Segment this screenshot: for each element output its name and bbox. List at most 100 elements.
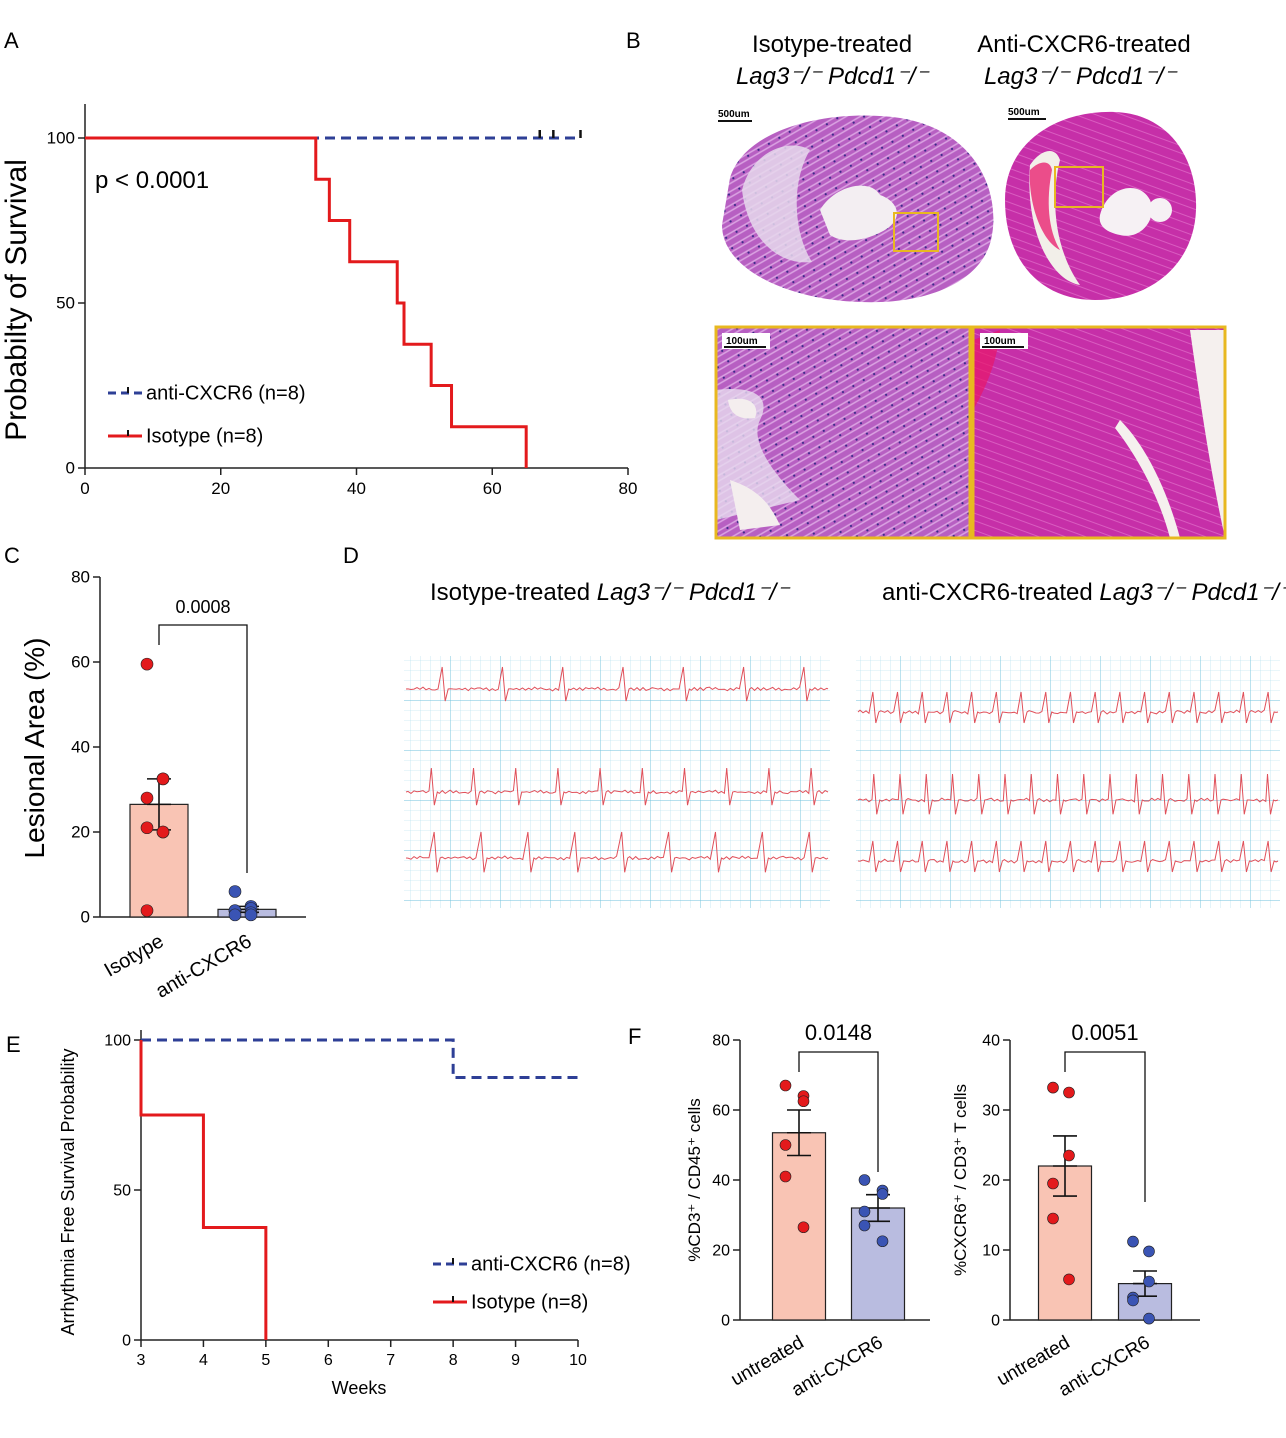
ecg-trace: [857, 773, 1279, 815]
p-value-label: 0.0148: [805, 1020, 872, 1045]
panel-label-f: F: [628, 1024, 641, 1049]
survival-chart: Probabilty of Survival p < 0.0001 0 20 40 6…: [0, 104, 637, 498]
arrhythmia-free-survival-chart: Arrhythmia Free Survival Probability Wee…: [58, 1030, 631, 1398]
isotype-heart-section: [722, 115, 994, 303]
y-tick-label: 60: [712, 1102, 730, 1119]
y-tick-label: 20: [71, 823, 90, 842]
x-tick-label: 9: [511, 1352, 520, 1369]
isotype-zoom-box: [893, 212, 939, 252]
ecg-panel: Isotype-treated Lag3⁻/⁻ Pdcd1⁻/⁻ anti-CX…: [404, 579, 1286, 908]
histo-right-genotype: Lag3⁻/⁻ Pdcd1⁻/⁻: [984, 63, 1178, 90]
significance-bracket: [1064, 1051, 1146, 1202]
data-point: [228, 885, 242, 898]
y-tick-label: 100: [104, 1032, 131, 1049]
y-tick-label: 0: [721, 1312, 730, 1329]
y-tick-label: 80: [712, 1032, 730, 1049]
x-tick-label: 60: [483, 479, 502, 498]
data-point: [1047, 1081, 1059, 1094]
data-point: [876, 1235, 889, 1248]
p-value-label: 0.0008: [175, 597, 230, 617]
legend-label: anti-CXCR6 (n=8): [146, 383, 306, 405]
data-point: [244, 908, 258, 922]
data-point: [779, 1079, 792, 1092]
ecg-trace: [405, 666, 829, 702]
x-tick-label: 10: [569, 1352, 587, 1369]
scale-bar: [1008, 118, 1046, 120]
y-tick-label: 50: [113, 1182, 131, 1199]
y-tick-label: 80: [71, 568, 90, 587]
x-axis-label: Weeks: [332, 1378, 387, 1398]
data-point: [1127, 1294, 1139, 1307]
x-tick-label: Isotype: [101, 930, 168, 981]
panel-label-e: E: [6, 1032, 21, 1057]
y-axis-label: %CD3⁺ / CD45⁺ cells: [685, 1098, 704, 1261]
y-tick-label: 0: [122, 1332, 131, 1349]
data-point: [1063, 1273, 1075, 1286]
y-tick-label: 10: [982, 1242, 1000, 1259]
series-line: [85, 136, 528, 468]
x-tick-label: 40: [347, 479, 366, 498]
scale-bar-label: 100um: [984, 336, 1016, 347]
data-point: [1127, 1235, 1139, 1248]
y-tick-label: 40: [71, 738, 90, 757]
data-point: [858, 1205, 871, 1218]
y-axis-label: Probabilty of Survival: [0, 159, 33, 441]
ecg-trace: [857, 840, 1279, 873]
histo-right-title: Anti-CXCR6-treated: [977, 31, 1190, 58]
data-point: [1063, 1086, 1075, 1099]
anti-cxcr6-zoom-panel: 100um: [971, 325, 1227, 540]
data-point: [779, 1139, 792, 1151]
y-axis-label: Arrhythmia Free Survival Probability: [58, 1048, 78, 1335]
y-tick-label: 0: [81, 908, 90, 927]
panel-label-a: A: [4, 28, 19, 53]
x-tick-label: 0: [80, 479, 89, 498]
x-tick-label: 8: [449, 1352, 458, 1369]
y-tick-label: 40: [982, 1032, 1000, 1049]
ecg-trace: [405, 831, 829, 873]
y-tick-label: 0: [66, 459, 75, 478]
histo-left-title: Isotype-treated: [752, 31, 912, 58]
p-value-label: 0.0051: [1071, 1020, 1138, 1045]
data-point: [156, 772, 170, 786]
data-point: [1047, 1212, 1059, 1225]
x-tick-label: 80: [619, 479, 638, 498]
data-point: [797, 1095, 810, 1108]
cd3-chart: %CD3⁺ / CD45⁺ cells 020406080untreatedan…: [685, 1020, 930, 1401]
data-point: [858, 1219, 871, 1232]
data-point: [858, 1174, 871, 1186]
y-axis-label: Lesional Area (%): [19, 637, 50, 858]
x-tick-label: 4: [199, 1352, 208, 1369]
data-point: [1063, 1149, 1075, 1162]
x-tick-label: anti-CXCR6: [1055, 1332, 1153, 1401]
y-tick-label: 100: [47, 129, 75, 148]
ecg-left-title: Isotype-treated Lag3⁻/⁻ Pdcd1⁻/⁻: [430, 579, 791, 606]
ecg-trace: [405, 767, 829, 806]
histo-left-genotype: Lag3⁻/⁻ Pdcd1⁻/⁻: [736, 63, 930, 90]
anti-cxcr6-zoom-box: [1054, 166, 1104, 208]
data-point: [1143, 1312, 1155, 1325]
series-line: [139, 1040, 268, 1340]
panel-label-b: B: [626, 28, 641, 53]
legend-label: Isotype (n=8): [146, 426, 263, 448]
data-point: [876, 1188, 889, 1200]
data-point: [797, 1221, 810, 1234]
scale-bar-label: 100um: [726, 336, 758, 347]
x-tick-label: anti-CXCR6: [152, 930, 255, 1002]
data-point: [140, 657, 154, 671]
y-tick-label: 20: [982, 1172, 1000, 1189]
data-point: [1143, 1275, 1155, 1288]
x-tick-label: 3: [137, 1352, 146, 1369]
legend-label: Isotype (n=8): [471, 1292, 588, 1314]
x-tick-label: 5: [261, 1352, 270, 1369]
scale-bar-label: 500um: [718, 109, 750, 120]
y-tick-label: 30: [982, 1102, 1000, 1119]
x-tick-label: 7: [386, 1352, 395, 1369]
data-point: [228, 908, 242, 922]
cxcr6-chart: %CXCR6⁺ / CD3⁺ T cells 010203040untreate…: [951, 1020, 1200, 1401]
data-point: [140, 821, 154, 835]
isotype-zoom-panel: 100um: [714, 325, 972, 540]
scale-bar-label: 500um: [1008, 107, 1040, 118]
data-point: [1047, 1177, 1059, 1190]
histology-panel: Isotype-treated Lag3⁻/⁻ Pdcd1⁻/⁻ Anti-CX…: [714, 31, 1227, 540]
y-tick-label: 0: [991, 1312, 1000, 1329]
